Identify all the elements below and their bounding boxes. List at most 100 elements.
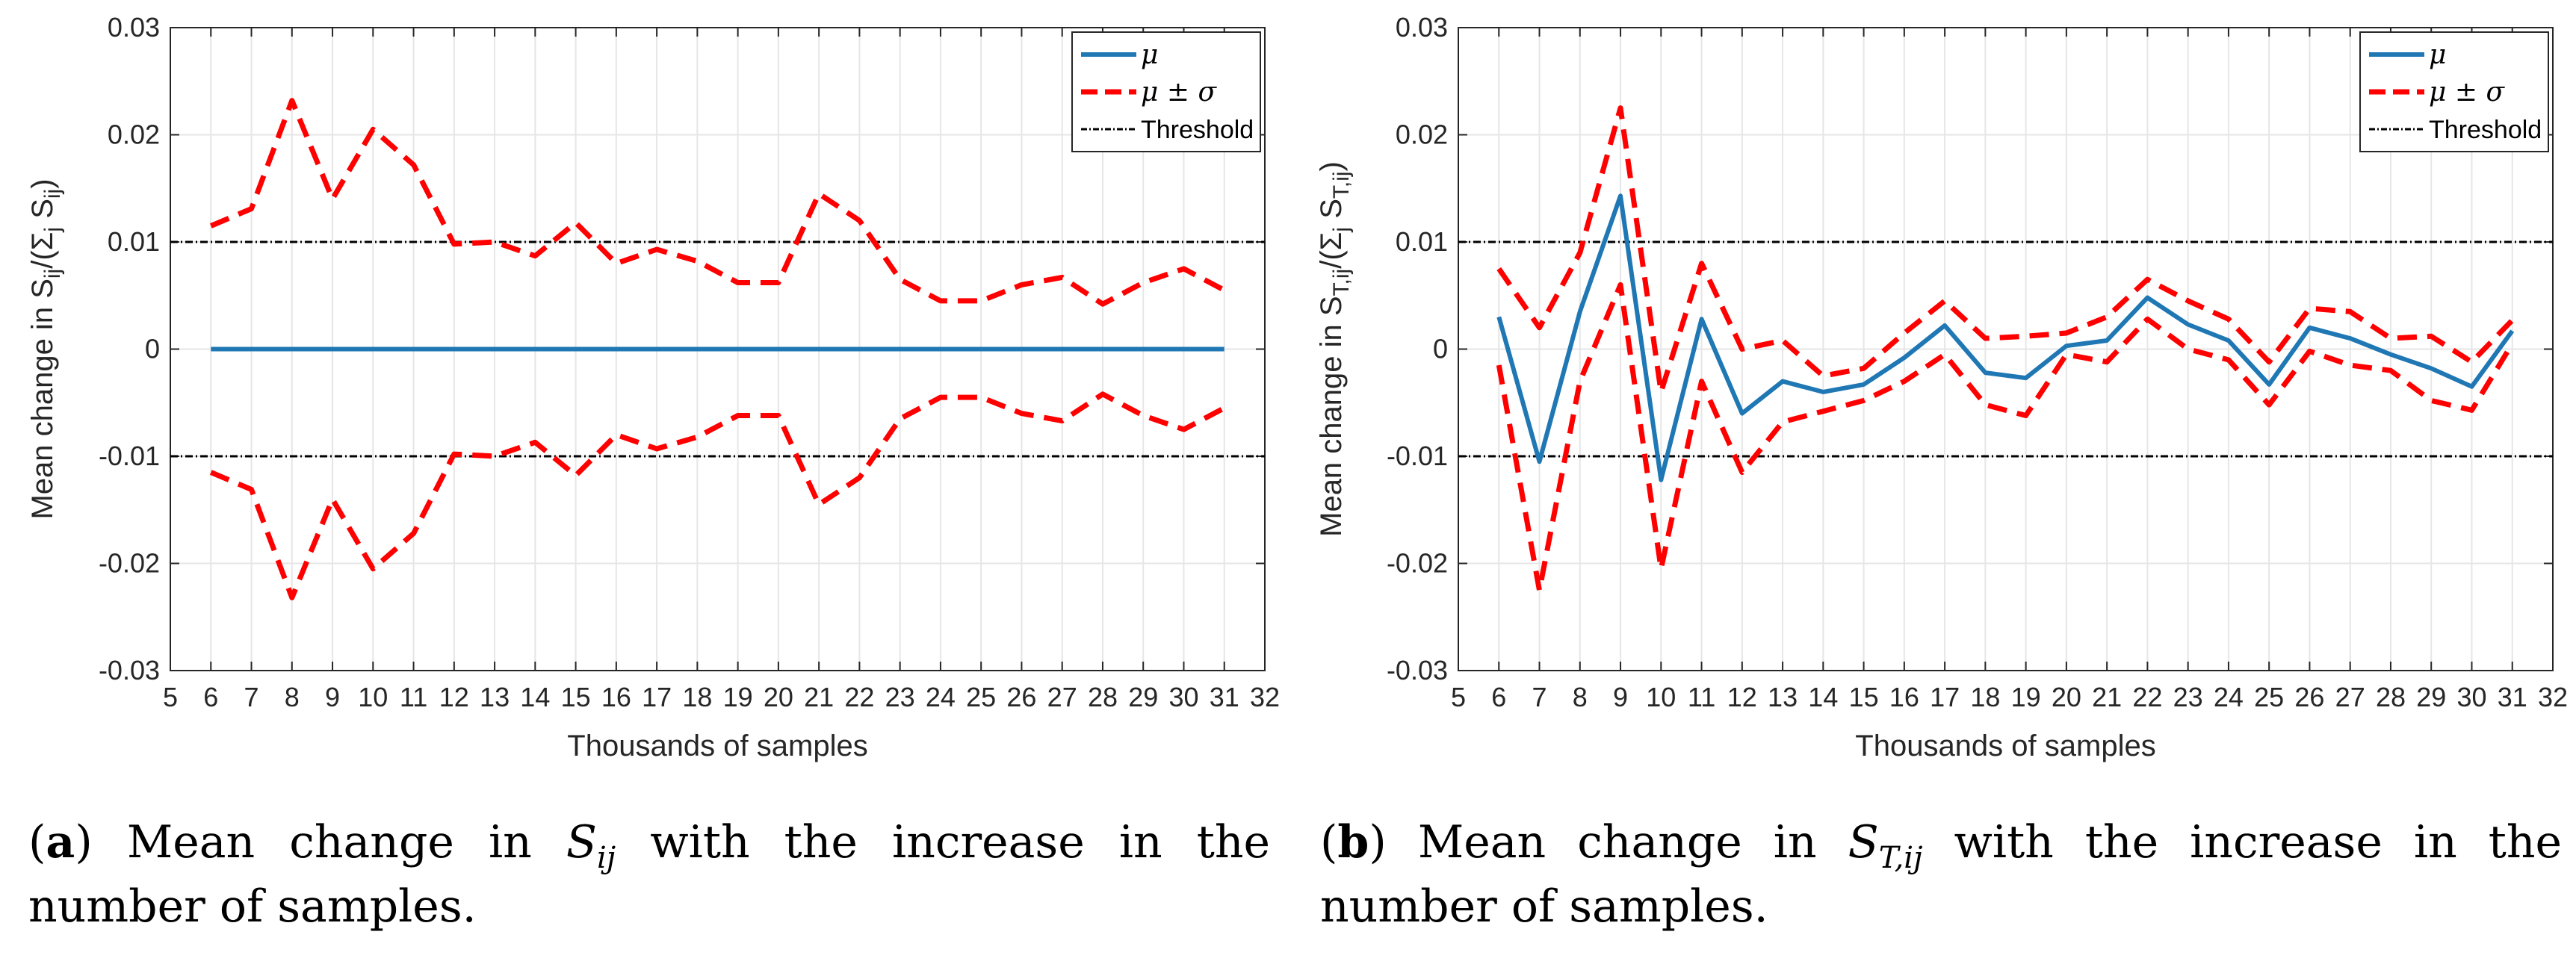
caption-a-text-after: with the increase in the number of sampl… — [28, 816, 1271, 933]
y-tick-label: 0.03 — [1396, 12, 1448, 43]
x-tick-label: 21 — [2092, 682, 2122, 712]
series-line-mu-plus-sigma — [209, 98, 1226, 307]
x-tick-label: 13 — [1768, 682, 1798, 712]
legend: μ μ ± σ Threshold — [2359, 31, 2549, 152]
x-tick-label: 15 — [1849, 682, 1879, 712]
legend-label-1: μ ± σ — [2429, 77, 2505, 108]
x-tick-label: 19 — [723, 682, 753, 712]
x-tick-label: 5 — [1451, 682, 1466, 712]
x-tick-label: 8 — [285, 682, 300, 712]
y-tick-label: -0.02 — [99, 548, 160, 579]
legend-label-0: μ — [2429, 40, 2446, 70]
legend-label-2: Threshold — [2429, 116, 2542, 144]
x-tick-label: 11 — [400, 682, 427, 712]
legend-box — [1071, 31, 1261, 152]
x-tick-label: 31 — [2498, 682, 2527, 712]
x-tick-label: 18 — [1970, 682, 2000, 712]
x-tick-label: 25 — [966, 682, 996, 712]
x-tick-label: 6 — [203, 682, 218, 712]
y-axis-label: Mean change in ST,ij/(Σj ST,ij) — [1315, 161, 1354, 537]
series-line-mu — [1496, 193, 2515, 482]
y-tick-label: 0.02 — [108, 119, 160, 150]
x-tick-label: 12 — [1727, 682, 1757, 712]
series-line-mu-minus-sigma — [209, 391, 1226, 600]
caption-b: (b) Mean change in ST,ij with the increa… — [1320, 816, 2562, 933]
legend-label-2: Threshold — [1141, 116, 1254, 144]
y-axis-label: Mean change in Sij/(Σj Sij) — [26, 178, 65, 519]
x-tick-label: 28 — [2376, 682, 2406, 712]
x-tick-label: 32 — [2538, 682, 2568, 712]
chart-panel-b: 5 6 7 8 9 10 11 12 13 14 15 16 17 18 19 20 21 22 23 24 25 26 2… — [1315, 12, 2568, 762]
caption-b-text-before: Mean change in — [1417, 816, 1848, 868]
x-tick-label: 24 — [926, 682, 956, 712]
x-tick-label: 24 — [2214, 682, 2244, 712]
x-tick-label: 14 — [1808, 682, 1838, 712]
series-line-mu-plus-sigma — [1496, 105, 2515, 395]
x-tick-label: 27 — [2335, 682, 2365, 712]
x-tick-label: 19 — [2011, 682, 2041, 712]
x-tick-label: 8 — [1573, 682, 1588, 712]
x-tick-label: 29 — [2416, 682, 2446, 712]
x-tick-label: 6 — [1491, 682, 1506, 712]
y-tick-label: 0.01 — [108, 226, 160, 257]
x-tick-label: 15 — [561, 682, 591, 712]
x-tick-label: 26 — [1006, 682, 1036, 712]
x-tick-label: 18 — [682, 682, 712, 712]
y-tick-label: -0.03 — [1387, 655, 1448, 686]
x-axis-label: Thousands of samples — [1855, 730, 2155, 762]
y-tick-label: 0.02 — [1396, 119, 1448, 150]
x-tick-label: 30 — [1168, 682, 1198, 712]
caption-a-label: a — [46, 816, 75, 868]
x-tick-label: 28 — [1088, 682, 1118, 712]
x-tick-label: 7 — [1532, 682, 1547, 712]
x-tick-label: 27 — [1047, 682, 1077, 712]
x-tick-label: 22 — [844, 682, 874, 712]
caption-a-symbol: S — [566, 816, 597, 868]
caption-a-text-before: Mean change in — [126, 816, 566, 868]
chart-panel-a: 5 6 7 8 9 10 11 12 13 14 15 16 17 18 19 20 21 22 23 24 25 26 2… — [26, 12, 1280, 762]
x-tick-label: 22 — [2132, 682, 2162, 712]
caption-b-label: b — [1337, 816, 1369, 868]
y-tick-label: -0.01 — [99, 441, 160, 471]
caption-b-symbol: S — [1848, 816, 1879, 868]
x-tick-label: 30 — [2456, 682, 2486, 712]
x-tick-label: 16 — [601, 682, 631, 712]
caption-b-symbol-sub: T,ij — [1878, 841, 1923, 875]
x-tick-label: 17 — [642, 682, 672, 712]
x-tick-label: 9 — [1613, 682, 1628, 712]
x-tick-label: 20 — [764, 682, 793, 712]
x-tick-label: 10 — [1646, 682, 1676, 712]
x-tick-label: 23 — [885, 682, 915, 712]
x-tick-label: 7 — [244, 682, 259, 712]
x-tick-label: 29 — [1128, 682, 1158, 712]
y-tick-label: 0 — [1433, 334, 1448, 364]
series-line-mu-minus-sigma — [1496, 282, 2515, 593]
legend-label-1: μ ± σ — [1141, 77, 1217, 108]
x-tick-label: 26 — [2294, 682, 2324, 712]
x-tick-label: 5 — [163, 682, 178, 712]
x-tick-label: 16 — [1889, 682, 1919, 712]
x-tick-label: 17 — [1930, 682, 1960, 712]
y-tick-label: -0.02 — [1387, 548, 1448, 579]
x-tick-label: 10 — [358, 682, 388, 712]
caption-b-text-after: with the increase in the number of sampl… — [1320, 816, 2562, 933]
legend-label-0: μ — [1141, 40, 1158, 70]
x-tick-label: 25 — [2254, 682, 2284, 712]
x-tick-label: 9 — [325, 682, 340, 712]
x-tick-label: 31 — [1210, 682, 1239, 712]
x-tick-label: 23 — [2173, 682, 2203, 712]
x-tick-label: 20 — [2052, 682, 2081, 712]
legend-box — [2359, 31, 2549, 152]
y-tick-label: -0.03 — [99, 655, 160, 686]
x-tick-label: 11 — [1688, 682, 1715, 712]
y-tick-label: -0.01 — [1387, 441, 1448, 471]
caption-a: (a) Mean change in Sij with the increase… — [28, 816, 1271, 933]
y-tick-label: 0.01 — [1396, 226, 1448, 257]
x-axis-label: Thousands of samples — [567, 730, 867, 762]
y-tick-label: 0 — [145, 334, 160, 364]
x-tick-label: 13 — [480, 682, 510, 712]
x-tick-label: 12 — [439, 682, 469, 712]
x-tick-label: 21 — [804, 682, 834, 712]
caption-a-symbol-sub: ij — [596, 841, 616, 875]
